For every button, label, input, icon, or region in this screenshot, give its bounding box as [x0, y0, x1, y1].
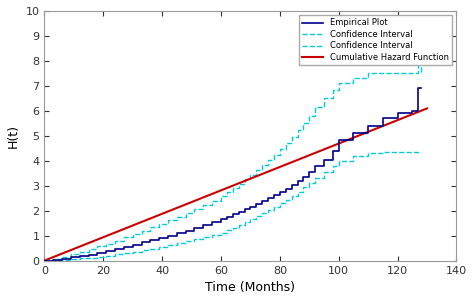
Legend: Empirical Plot, Confidence Interval, Confidence Interval, Cumulative Hazard Func: Empirical Plot, Confidence Interval, Con… [299, 15, 452, 65]
X-axis label: Time (Months): Time (Months) [205, 281, 295, 294]
Y-axis label: H(t): H(t) [7, 124, 20, 148]
